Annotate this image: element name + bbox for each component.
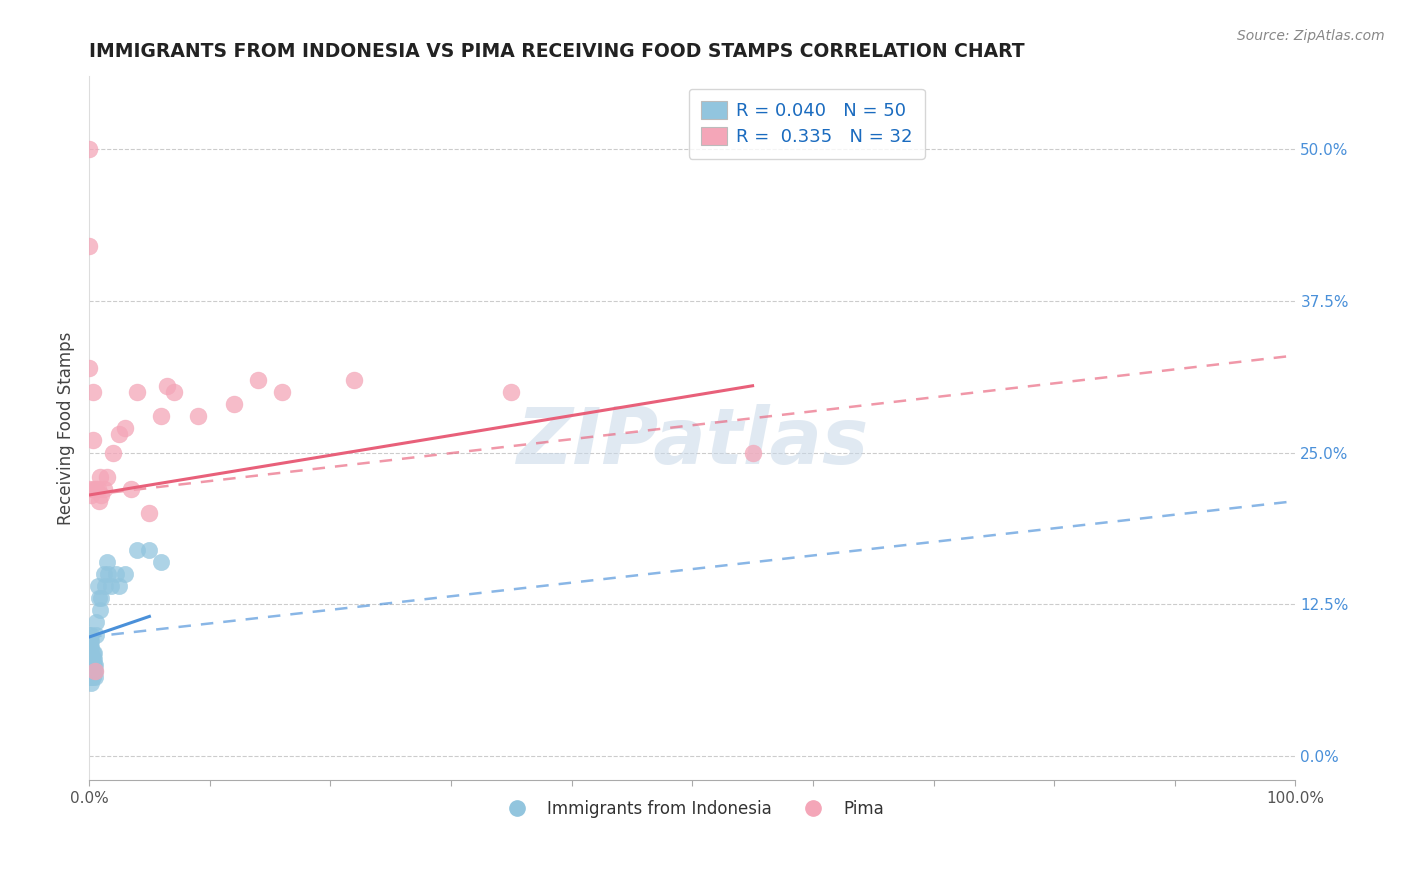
Point [87, 494, 110, 508]
Point [87, 591, 110, 606]
Point [77, 640, 100, 654]
Point [80, 664, 103, 678]
Point [79, 664, 101, 678]
Point [501, 384, 523, 399]
Text: IMMIGRANTS FROM INDONESIA VS PIMA RECEIVING FOOD STAMPS CORRELATION CHART: IMMIGRANTS FROM INDONESIA VS PIMA RECEIV… [89, 42, 1025, 61]
Point [82, 670, 104, 684]
Point [138, 506, 160, 520]
Text: Source: ZipAtlas.com: Source: ZipAtlas.com [1237, 29, 1385, 43]
Point [150, 555, 173, 569]
Point [79, 640, 101, 654]
Point [77, 482, 100, 496]
Point [79, 633, 101, 648]
Point [77, 646, 100, 660]
Point [150, 409, 173, 423]
Point [79, 657, 101, 672]
Legend: Immigrants from Indonesia, Pima: Immigrants from Indonesia, Pima [494, 794, 891, 825]
Point [82, 657, 104, 672]
Point [187, 409, 209, 423]
Point [96, 470, 118, 484]
Point [80, 488, 103, 502]
Point [741, 445, 763, 459]
Point [93, 566, 115, 581]
Point [93, 482, 115, 496]
Point [103, 445, 125, 459]
Point [77, 633, 100, 648]
Point [222, 397, 245, 411]
Point [77, 652, 100, 666]
Point [80, 676, 103, 690]
Point [127, 542, 149, 557]
Point [246, 373, 269, 387]
Point [80, 633, 103, 648]
Point [80, 670, 103, 684]
Point [77, 142, 100, 156]
Point [343, 373, 366, 387]
Point [79, 646, 101, 660]
Point [82, 384, 104, 399]
Point [77, 239, 100, 253]
Point [108, 579, 131, 593]
Point [82, 664, 104, 678]
Y-axis label: Receiving Food Stamps: Receiving Food Stamps [58, 332, 75, 524]
Point [120, 482, 142, 496]
Point [83, 482, 105, 496]
Point [104, 566, 127, 581]
Point [100, 579, 122, 593]
Point [84, 664, 107, 678]
Point [82, 646, 104, 660]
Point [77, 360, 100, 375]
Point [84, 657, 107, 672]
Point [83, 652, 105, 666]
Point [80, 657, 103, 672]
Point [82, 652, 104, 666]
Point [83, 664, 105, 678]
Point [114, 421, 136, 435]
Point [138, 542, 160, 557]
Point [97, 566, 120, 581]
Point [79, 652, 101, 666]
Point [86, 482, 108, 496]
Point [90, 488, 112, 502]
Point [90, 591, 112, 606]
Point [94, 579, 117, 593]
Point [77, 627, 100, 641]
Point [114, 566, 136, 581]
Point [84, 627, 107, 641]
Point [96, 555, 118, 569]
Point [127, 384, 149, 399]
Point [108, 427, 131, 442]
Point [80, 646, 103, 660]
Text: ZIPatlas: ZIPatlas [516, 404, 869, 480]
Point [162, 384, 184, 399]
Point [89, 470, 111, 484]
Point [83, 657, 105, 672]
Point [271, 384, 294, 399]
Point [79, 670, 101, 684]
Point [156, 378, 179, 392]
Point [84, 670, 107, 684]
Point [84, 615, 107, 630]
Point [80, 627, 103, 641]
Point [89, 603, 111, 617]
Point [80, 652, 103, 666]
Point [80, 640, 103, 654]
Point [84, 664, 107, 678]
Point [86, 579, 108, 593]
Point [83, 646, 105, 660]
Point [84, 482, 107, 496]
Point [82, 434, 104, 448]
